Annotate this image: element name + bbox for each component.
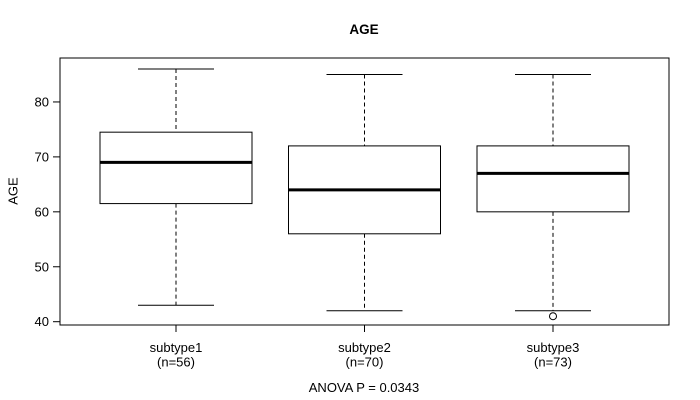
y-axis-label: AGE — [6, 177, 21, 205]
anova-annotation: ANOVA P = 0.0343 — [309, 380, 419, 395]
x-group-count: (n=56) — [157, 355, 195, 370]
iqr-box — [99, 131, 253, 205]
x-group-count: (n=73) — [534, 355, 572, 370]
y-tick-label: 40 — [35, 314, 49, 329]
iqr-box — [476, 145, 630, 213]
x-group-label: subtype1 — [150, 340, 203, 355]
plot-content: 40 50 60 70 80 subtype1(n=56) subtype2(n=70) su… — [35, 57, 670, 370]
x-group-label: subtype2 — [338, 340, 391, 355]
chart-title: AGE — [349, 22, 378, 37]
y-tick-label: 50 — [35, 259, 49, 274]
y-tick-label: 60 — [35, 204, 49, 219]
x-group-label: subtype3 — [527, 340, 580, 355]
y-tick-label: 80 — [35, 94, 49, 109]
outlier-point — [549, 312, 557, 321]
x-group-count: (n=70) — [346, 355, 384, 370]
y-tick-label: 70 — [35, 149, 49, 164]
